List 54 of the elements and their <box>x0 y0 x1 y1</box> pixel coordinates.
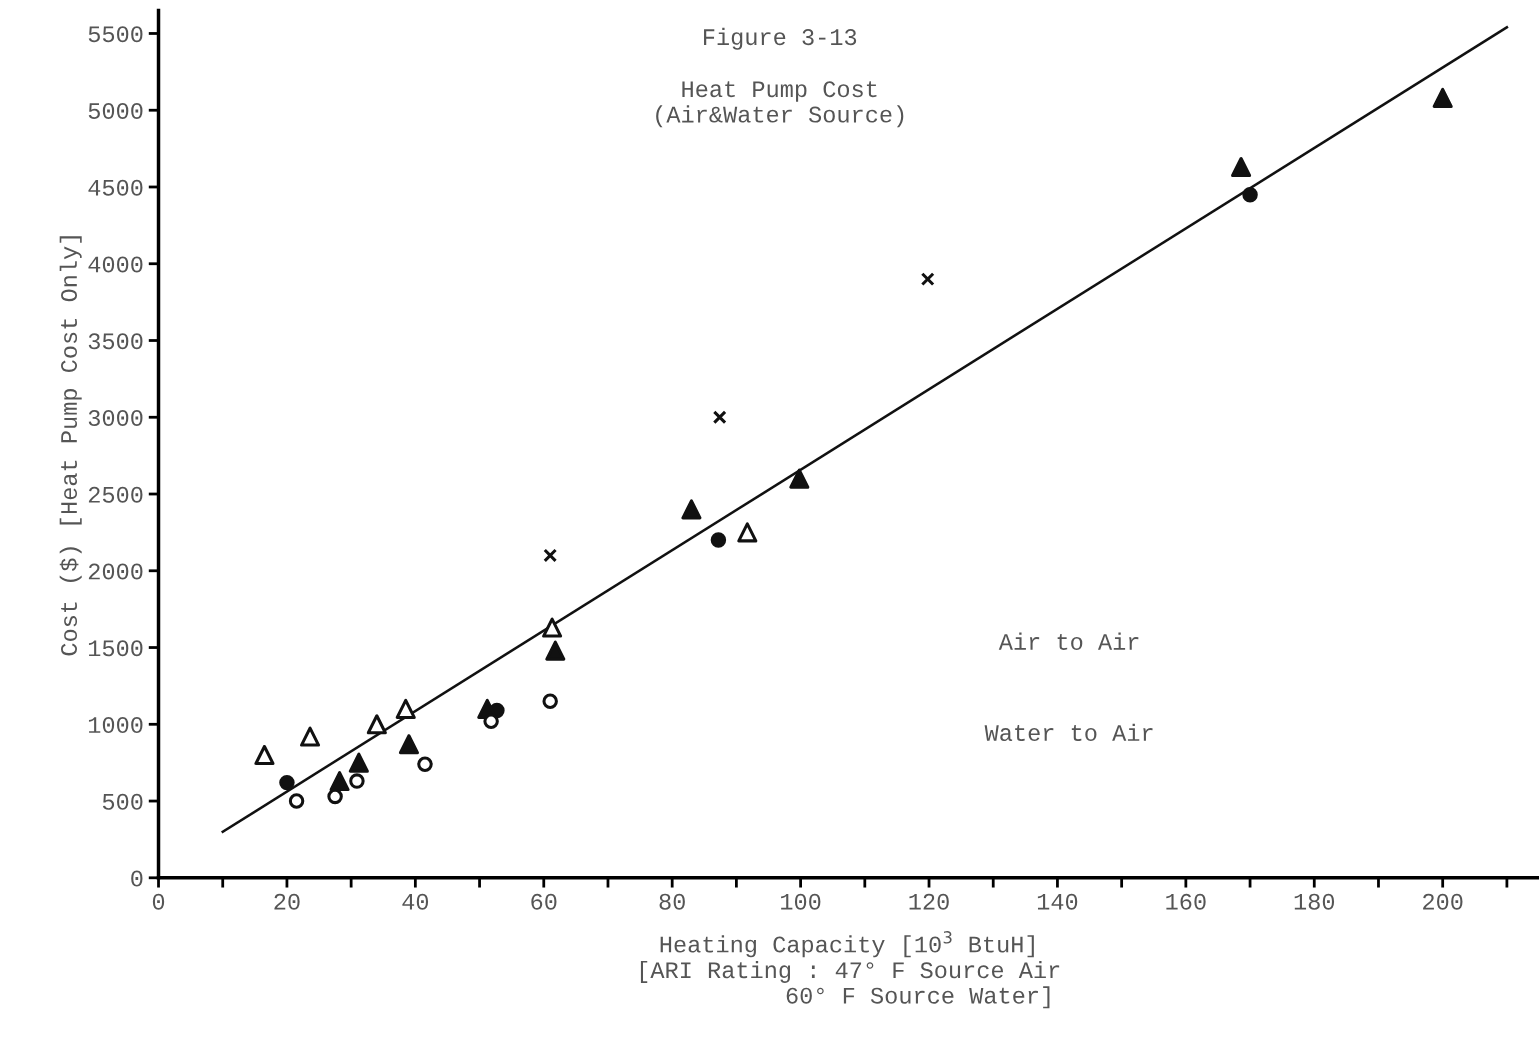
point <box>543 548 558 563</box>
x-tick-label: 200 <box>1423 893 1463 910</box>
x-tick-label: 160 <box>1166 893 1206 910</box>
annotation: Air to Air <box>998 632 1139 650</box>
point <box>279 774 295 791</box>
x-tick-label: 120 <box>909 893 949 910</box>
x-tick-label: 180 <box>1294 893 1335 910</box>
y-tick-label: 5000 <box>88 103 143 120</box>
point <box>349 773 365 789</box>
y-tick-label: 3000 <box>88 410 143 427</box>
point <box>348 752 369 773</box>
point <box>1242 186 1258 203</box>
point <box>542 693 558 709</box>
point <box>395 698 416 719</box>
x-tick-label: 140 <box>1037 893 1078 910</box>
x-tick-label: 60 <box>531 893 557 910</box>
point <box>417 756 433 772</box>
text: Figure 3-13 <box>704 27 857 50</box>
annotation: Water to Air <box>984 723 1153 742</box>
point <box>789 468 810 489</box>
x-tick-label: 80 <box>659 893 685 910</box>
point <box>1231 157 1252 178</box>
point <box>254 744 275 766</box>
x-tick-label: 100 <box>781 893 821 910</box>
y-tick-label: 4500 <box>88 179 143 196</box>
point <box>712 410 727 425</box>
point <box>681 499 702 520</box>
y-tick-label: 5500 <box>88 26 143 43</box>
text: Heat Pump Cost (Air&Water Source) <box>656 81 904 128</box>
point <box>300 726 321 747</box>
y-tick-label: 500 <box>102 793 143 810</box>
y-tick-label: 1000 <box>88 717 143 734</box>
x-tick-label: 40 <box>402 893 429 910</box>
point <box>398 734 419 755</box>
point <box>542 617 563 638</box>
x-axis-title: Heating Capacity [10$^{3}$ BtuH] [ARI Rating : 47° F Source Air 60° F Source Water] <box>640 931 1060 1009</box>
point <box>288 793 305 809</box>
x-tick-label: 20 <box>274 893 300 910</box>
y-tick-label: 0 <box>131 870 143 887</box>
y-tick-label: 3500 <box>88 333 143 350</box>
y-tick-label: 2500 <box>88 486 143 503</box>
point <box>1432 87 1453 108</box>
point <box>710 532 727 548</box>
point <box>327 788 343 805</box>
point <box>329 771 350 792</box>
y-tick-label: 1500 <box>88 640 143 657</box>
point <box>366 714 387 735</box>
y-tick-label: 2000 <box>88 563 143 580</box>
x-tick-label: 0 <box>152 893 165 910</box>
point <box>920 272 935 287</box>
y-axis-title: Cost ($) [Heat Pump Cost Only] <box>59 236 82 656</box>
point <box>737 522 758 543</box>
point <box>545 640 566 661</box>
y-tick-label: 4000 <box>88 256 143 273</box>
